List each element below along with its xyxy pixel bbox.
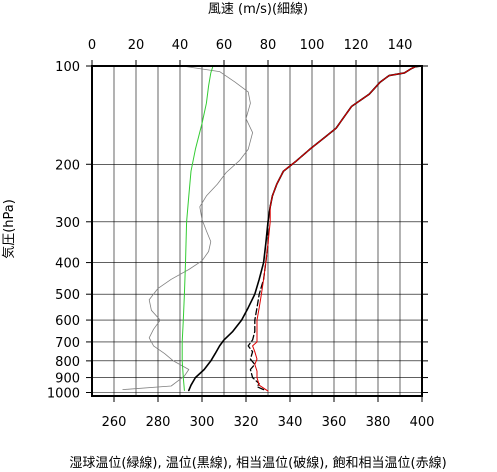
equivalent-potential-temperature-line: [247, 65, 423, 391]
y-axis-label: 気圧(hPa): [1, 199, 17, 259]
bottom-tick-label: 400: [410, 415, 435, 430]
series-layer: [122, 65, 423, 392]
bottom-axis-label: 湿球温位(緑線), 温位(黒線), 相当温位(破線), 飽和相当温位(赤線): [69, 455, 446, 471]
bottom-tick-label: 300: [190, 415, 215, 430]
pressure-tick-label: 700: [55, 336, 80, 351]
top-tick-label: 60: [216, 38, 233, 53]
tick-labels: 0 20 40 60 80 100 120 140 260 280 300 320 340 360 380 4…: [47, 38, 435, 430]
pressure-tick-label: 300: [55, 216, 80, 231]
bottom-tick-label: 280: [146, 415, 171, 430]
top-tick-label: 100: [300, 38, 325, 53]
bottom-tick-label: 320: [234, 415, 259, 430]
pressure-tick-label: 500: [55, 288, 80, 303]
top-tick-label: 80: [260, 38, 277, 53]
pressure-tick-label: 600: [55, 314, 80, 329]
bottom-tick-label: 340: [278, 415, 303, 430]
pressure-tick-label: 100: [55, 60, 80, 75]
top-tick-label: 140: [388, 38, 413, 53]
top-tick-label: 40: [172, 38, 189, 53]
bottom-tick-label: 260: [102, 415, 127, 430]
saturated-equivalent-potential-temperature-line: [252, 65, 423, 392]
top-tick-label: 20: [128, 38, 145, 53]
wet-bulb-potential-temperature-line: [181, 65, 214, 391]
plot-frame: [91, 65, 423, 397]
pressure-tick-label: 900: [55, 372, 80, 387]
bottom-tick-label: 360: [322, 415, 347, 430]
pressure-tick-label: 200: [55, 158, 80, 173]
pressure-tick-label: 400: [55, 257, 80, 272]
wind-speed-line: [122, 65, 254, 391]
pressure-tick-label: 1000: [47, 386, 80, 401]
top-tick-label: 120: [344, 38, 369, 53]
top-axis-label: 風速 (m/s)(細線): [208, 1, 308, 17]
pressure-tick-label: 800: [55, 355, 80, 370]
top-tick-label: 0: [88, 38, 96, 53]
bottom-tick-label: 380: [366, 415, 391, 430]
